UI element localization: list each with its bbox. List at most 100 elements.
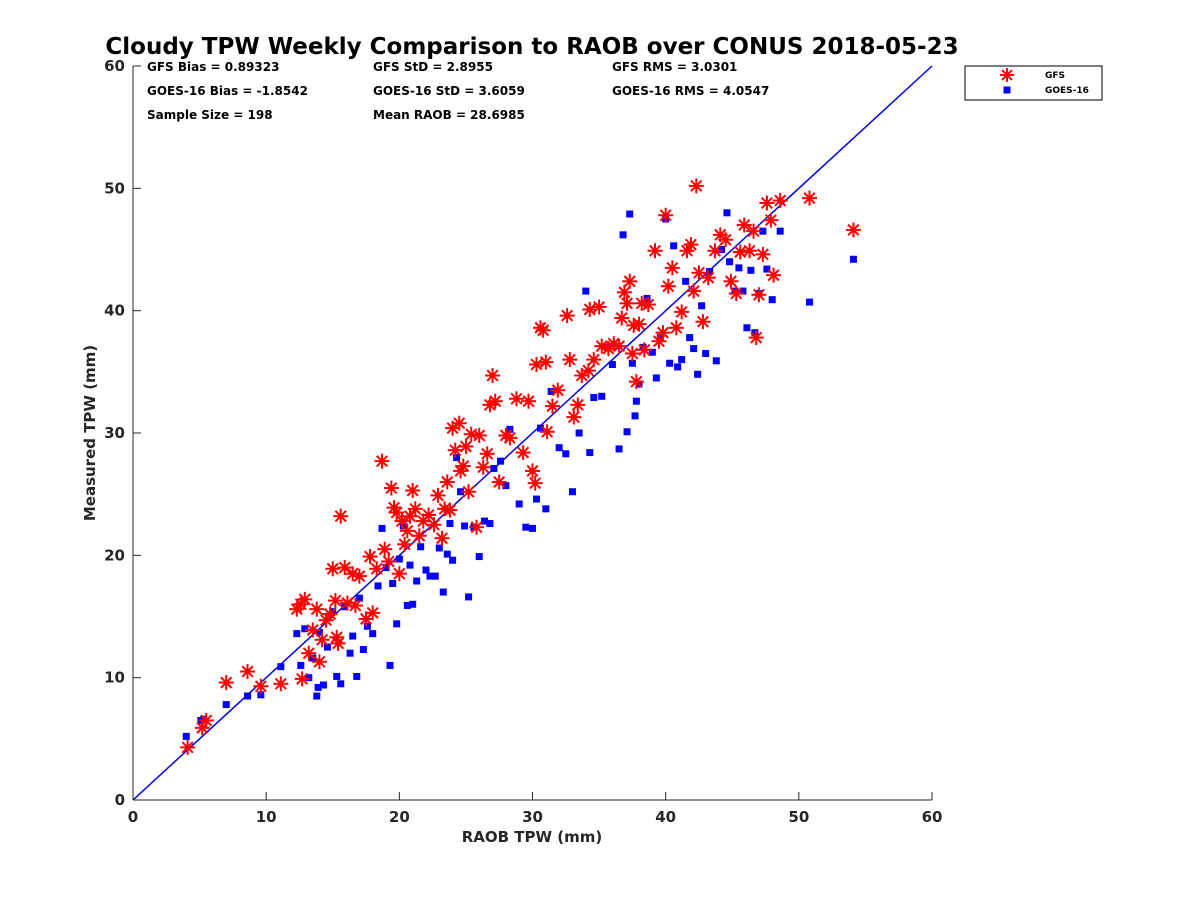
gfs-point [407, 501, 423, 517]
goes-16-point [805, 298, 813, 306]
gfs-point [628, 374, 644, 390]
stat-text: GFS Bias = 0.89323 [147, 60, 279, 74]
gfs-point [539, 424, 555, 440]
gfs-point [640, 297, 656, 313]
goes-16-point [490, 464, 498, 472]
goes-16-point [422, 566, 430, 574]
gfs-point [658, 207, 674, 223]
gfs-point [763, 212, 779, 228]
gfs-point [611, 338, 627, 354]
series-gfs [180, 178, 861, 755]
goes-16-point [626, 210, 634, 218]
goes-16-point [297, 661, 305, 669]
y-tick-label: 40 [104, 302, 125, 320]
gfs-point [528, 356, 544, 372]
gfs-point [218, 675, 234, 691]
stats-block: GFS Bias = 0.89323 GFS StD = 2.8955 GFS RM… [147, 60, 769, 122]
gfs-point [515, 445, 531, 461]
goes-16-point [200, 715, 208, 723]
legend: GFS GOES-16 [964, 65, 1103, 101]
gfs-point [394, 513, 410, 529]
goes-16-point [349, 632, 357, 640]
gfs-point [700, 270, 716, 286]
gfs-point [374, 453, 390, 469]
gfs-point [469, 519, 485, 535]
x-tick-label: 50 [788, 808, 809, 826]
goes-16-point [439, 588, 447, 596]
gfs-point [475, 459, 491, 475]
gfs-point [664, 260, 680, 276]
gfs-point [309, 601, 325, 617]
gfs-point [362, 549, 378, 565]
goes-16-point [481, 517, 489, 525]
goes-16-point [751, 329, 759, 337]
gfs-point [327, 593, 343, 609]
gfs-point [487, 393, 503, 409]
gfs-point [748, 330, 764, 346]
goes-16-point [486, 520, 494, 528]
goes-16-point [293, 630, 301, 638]
goes-16-point [413, 577, 421, 585]
goes-16-point [536, 424, 544, 432]
goes-16-point [590, 394, 598, 402]
gfs-point [333, 508, 349, 524]
stat-text: Mean RAOB = 28.6985 [373, 108, 525, 122]
goes-16-point [739, 287, 747, 295]
gfs-point [525, 463, 540, 479]
gfs-point [728, 286, 744, 302]
gfs-point [582, 301, 598, 317]
gfs-point [337, 560, 353, 576]
series-goes-16 [182, 209, 857, 740]
goes-16-point [759, 227, 767, 235]
gfs-point [471, 427, 487, 443]
goes-16-point [723, 209, 731, 217]
gfs-point [491, 474, 507, 490]
goes-16-point [403, 601, 411, 609]
gfs-point [434, 530, 450, 546]
goes-16-point [465, 593, 473, 601]
goes-16-point [389, 579, 397, 587]
stat-text: GFS StD = 2.8955 [373, 60, 493, 74]
goes-16-point [443, 550, 451, 558]
gfs-point [751, 287, 767, 303]
x-axis-label: RAOB TPW (mm) [462, 828, 603, 846]
goes-16-point [346, 649, 354, 657]
goes-16-point [623, 428, 631, 436]
goes-16-point [648, 348, 656, 356]
legend-goes-16-label: GOES-16 [1045, 86, 1089, 96]
one-to-one-reference-line [132, 65, 933, 801]
goes-16-point [378, 524, 386, 532]
goes-16-point [515, 500, 523, 508]
gfs-point [351, 568, 367, 584]
goes-16-point [305, 674, 313, 682]
goes-16-point [698, 302, 706, 310]
gfs-point [381, 553, 397, 569]
goes-16-point [674, 363, 682, 371]
goes-16-point [417, 543, 425, 551]
x-tick-label: 60 [922, 808, 943, 826]
gfs-point [723, 273, 739, 289]
goes-16-point [457, 488, 465, 496]
goes-16-point [532, 495, 540, 503]
y-axis-ticks: 0 10 20 30 40 50 60 [104, 57, 141, 809]
gfs-point [591, 299, 607, 315]
gfs-point [538, 354, 554, 370]
goes-16-point [747, 266, 755, 274]
goes-16-point [706, 268, 714, 276]
gfs-point [502, 430, 518, 446]
gfs-point [461, 484, 477, 500]
goes-16-point [363, 622, 371, 630]
goes-16-point [353, 672, 361, 680]
y-tick-label: 20 [104, 546, 125, 564]
gfs-point [397, 536, 413, 552]
gfs-point [314, 632, 330, 648]
goes-16-point [337, 680, 345, 688]
goes-16-point [529, 524, 536, 532]
gfs-point [660, 278, 676, 294]
gfs-point [180, 739, 196, 755]
y-tick-label: 30 [104, 424, 125, 442]
legend-gfs-marker [1000, 68, 1014, 82]
goes-16-point [475, 553, 483, 561]
goes-16-point [506, 425, 514, 433]
